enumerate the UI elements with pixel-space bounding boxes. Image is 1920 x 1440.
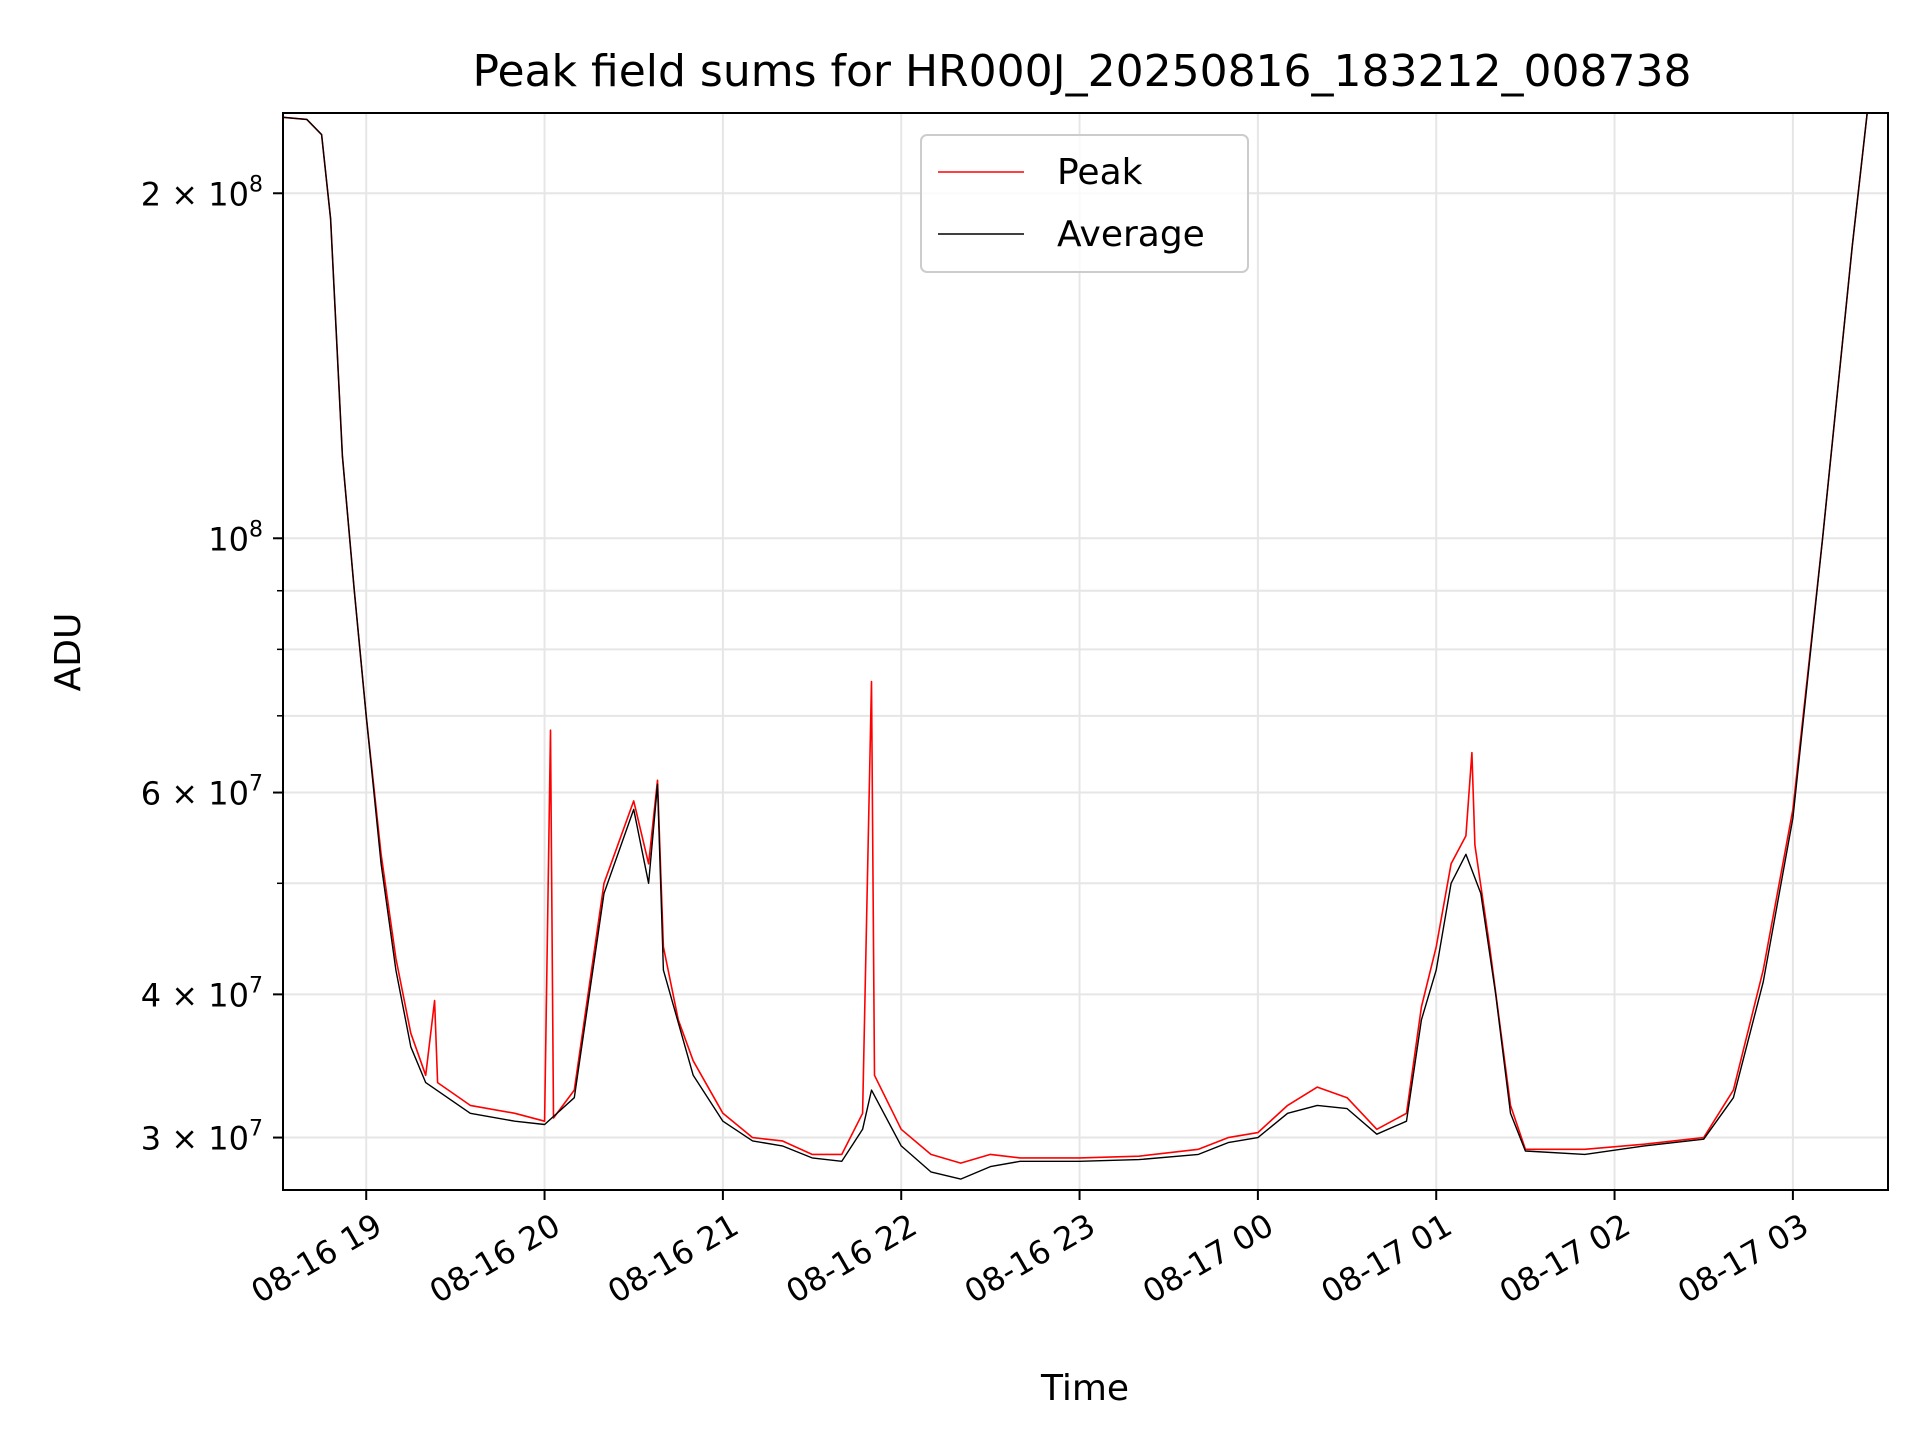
y-tick-label: 4 × 107: [141, 973, 263, 1014]
y-axis-label: ADU: [48, 613, 89, 692]
y-tick-label: 2 × 108: [141, 172, 263, 213]
gridlines: [283, 113, 1888, 1190]
legend-label-peak: Peak: [1057, 152, 1143, 193]
y-axis: 3 × 107 4 × 107 6 × 107 108 2 × 108: [141, 172, 283, 1158]
y-tick-label: 108: [208, 517, 263, 558]
legend-box: [920, 134, 1249, 273]
y-tick-label: 3 × 107: [141, 1117, 263, 1158]
legend: Peak Average: [920, 134, 1249, 273]
legend-label-average: Average: [1057, 214, 1205, 255]
y-tick-label: 6 × 107: [141, 772, 263, 813]
chart-title: Peak field sums for HR000J_20250816_1832…: [473, 46, 1692, 97]
series-line-peak: [282, 112, 1868, 1164]
plot-area-frame: [282, 112, 1889, 1191]
plot-lines: [282, 112, 1868, 1180]
x-axis-label: Time: [1040, 1368, 1129, 1409]
series-line-average: [282, 112, 1868, 1180]
